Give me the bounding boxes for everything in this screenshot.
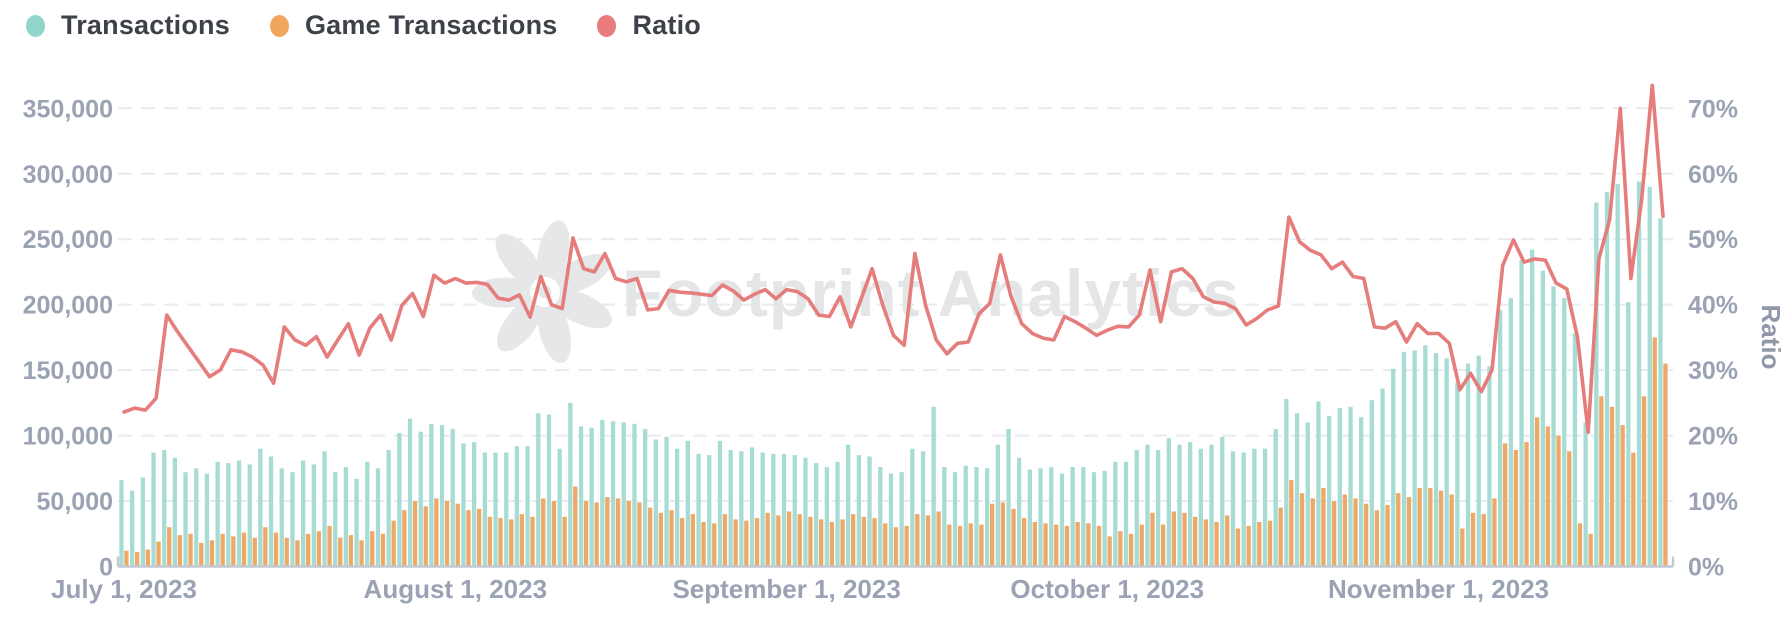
svg-text:150,000: 150,000 bbox=[23, 357, 113, 385]
transactions-dot-icon bbox=[26, 14, 45, 37]
svg-text:50,000: 50,000 bbox=[37, 488, 113, 516]
svg-text:10%: 10% bbox=[1688, 488, 1738, 516]
ratio-line bbox=[122, 83, 1665, 435]
y-axis-left-labels: 0 50,000 100,000 150,000 200,000 250,000 300,0… bbox=[23, 95, 113, 581]
legend-label: Ratio bbox=[632, 10, 701, 40]
svg-text:100,000: 100,000 bbox=[23, 423, 113, 451]
legend-item-game-transactions[interactable]: Game Transactions bbox=[269, 10, 558, 41]
svg-text:250,000: 250,000 bbox=[23, 226, 113, 254]
svg-text:September 1, 2023: September 1, 2023 bbox=[672, 574, 900, 604]
svg-text:October 1, 2023: October 1, 2023 bbox=[1010, 574, 1204, 604]
svg-text:July 1, 2023: July 1, 2023 bbox=[51, 574, 197, 604]
svg-text:August 1, 2023: August 1, 2023 bbox=[364, 574, 548, 604]
svg-text:300,000: 300,000 bbox=[23, 161, 113, 189]
svg-text:350,000: 350,000 bbox=[23, 95, 113, 123]
svg-text:40%: 40% bbox=[1688, 292, 1738, 320]
svg-text:200,000: 200,000 bbox=[23, 292, 113, 320]
legend-label: Transactions bbox=[61, 10, 230, 40]
svg-text:November 1, 2023: November 1, 2023 bbox=[1328, 574, 1549, 604]
ratio-dot-icon bbox=[597, 14, 617, 37]
chart-legend: Transactions Game Transactions Ratio bbox=[26, 10, 701, 41]
y-axis-right-labels: 0% 10% 20% 30% 40% 50% 60% 70% Ratio bbox=[1688, 95, 1786, 581]
game-transactions-dot-icon bbox=[269, 14, 289, 37]
x-axis-labels: July 1, 2023 August 1, 2023 September 1, 2… bbox=[51, 574, 1549, 604]
legend-label: Game Transactions bbox=[304, 10, 558, 40]
legend-item-ratio[interactable]: Ratio bbox=[597, 10, 701, 41]
svg-text:30%: 30% bbox=[1688, 357, 1738, 385]
svg-text:0%: 0% bbox=[1688, 554, 1724, 582]
x-axis bbox=[116, 556, 1675, 568]
svg-text:0: 0 bbox=[99, 554, 113, 582]
svg-text:70%: 70% bbox=[1688, 95, 1738, 123]
right-axis-title: Ratio bbox=[1756, 305, 1786, 370]
svg-text:50%: 50% bbox=[1688, 226, 1738, 254]
bars-transactions bbox=[119, 181, 1663, 567]
svg-text:20%: 20% bbox=[1688, 423, 1738, 451]
svg-text:60%: 60% bbox=[1688, 161, 1738, 189]
bars-game-transactions bbox=[124, 337, 1668, 567]
legend-item-transactions[interactable]: Transactions bbox=[26, 10, 230, 41]
